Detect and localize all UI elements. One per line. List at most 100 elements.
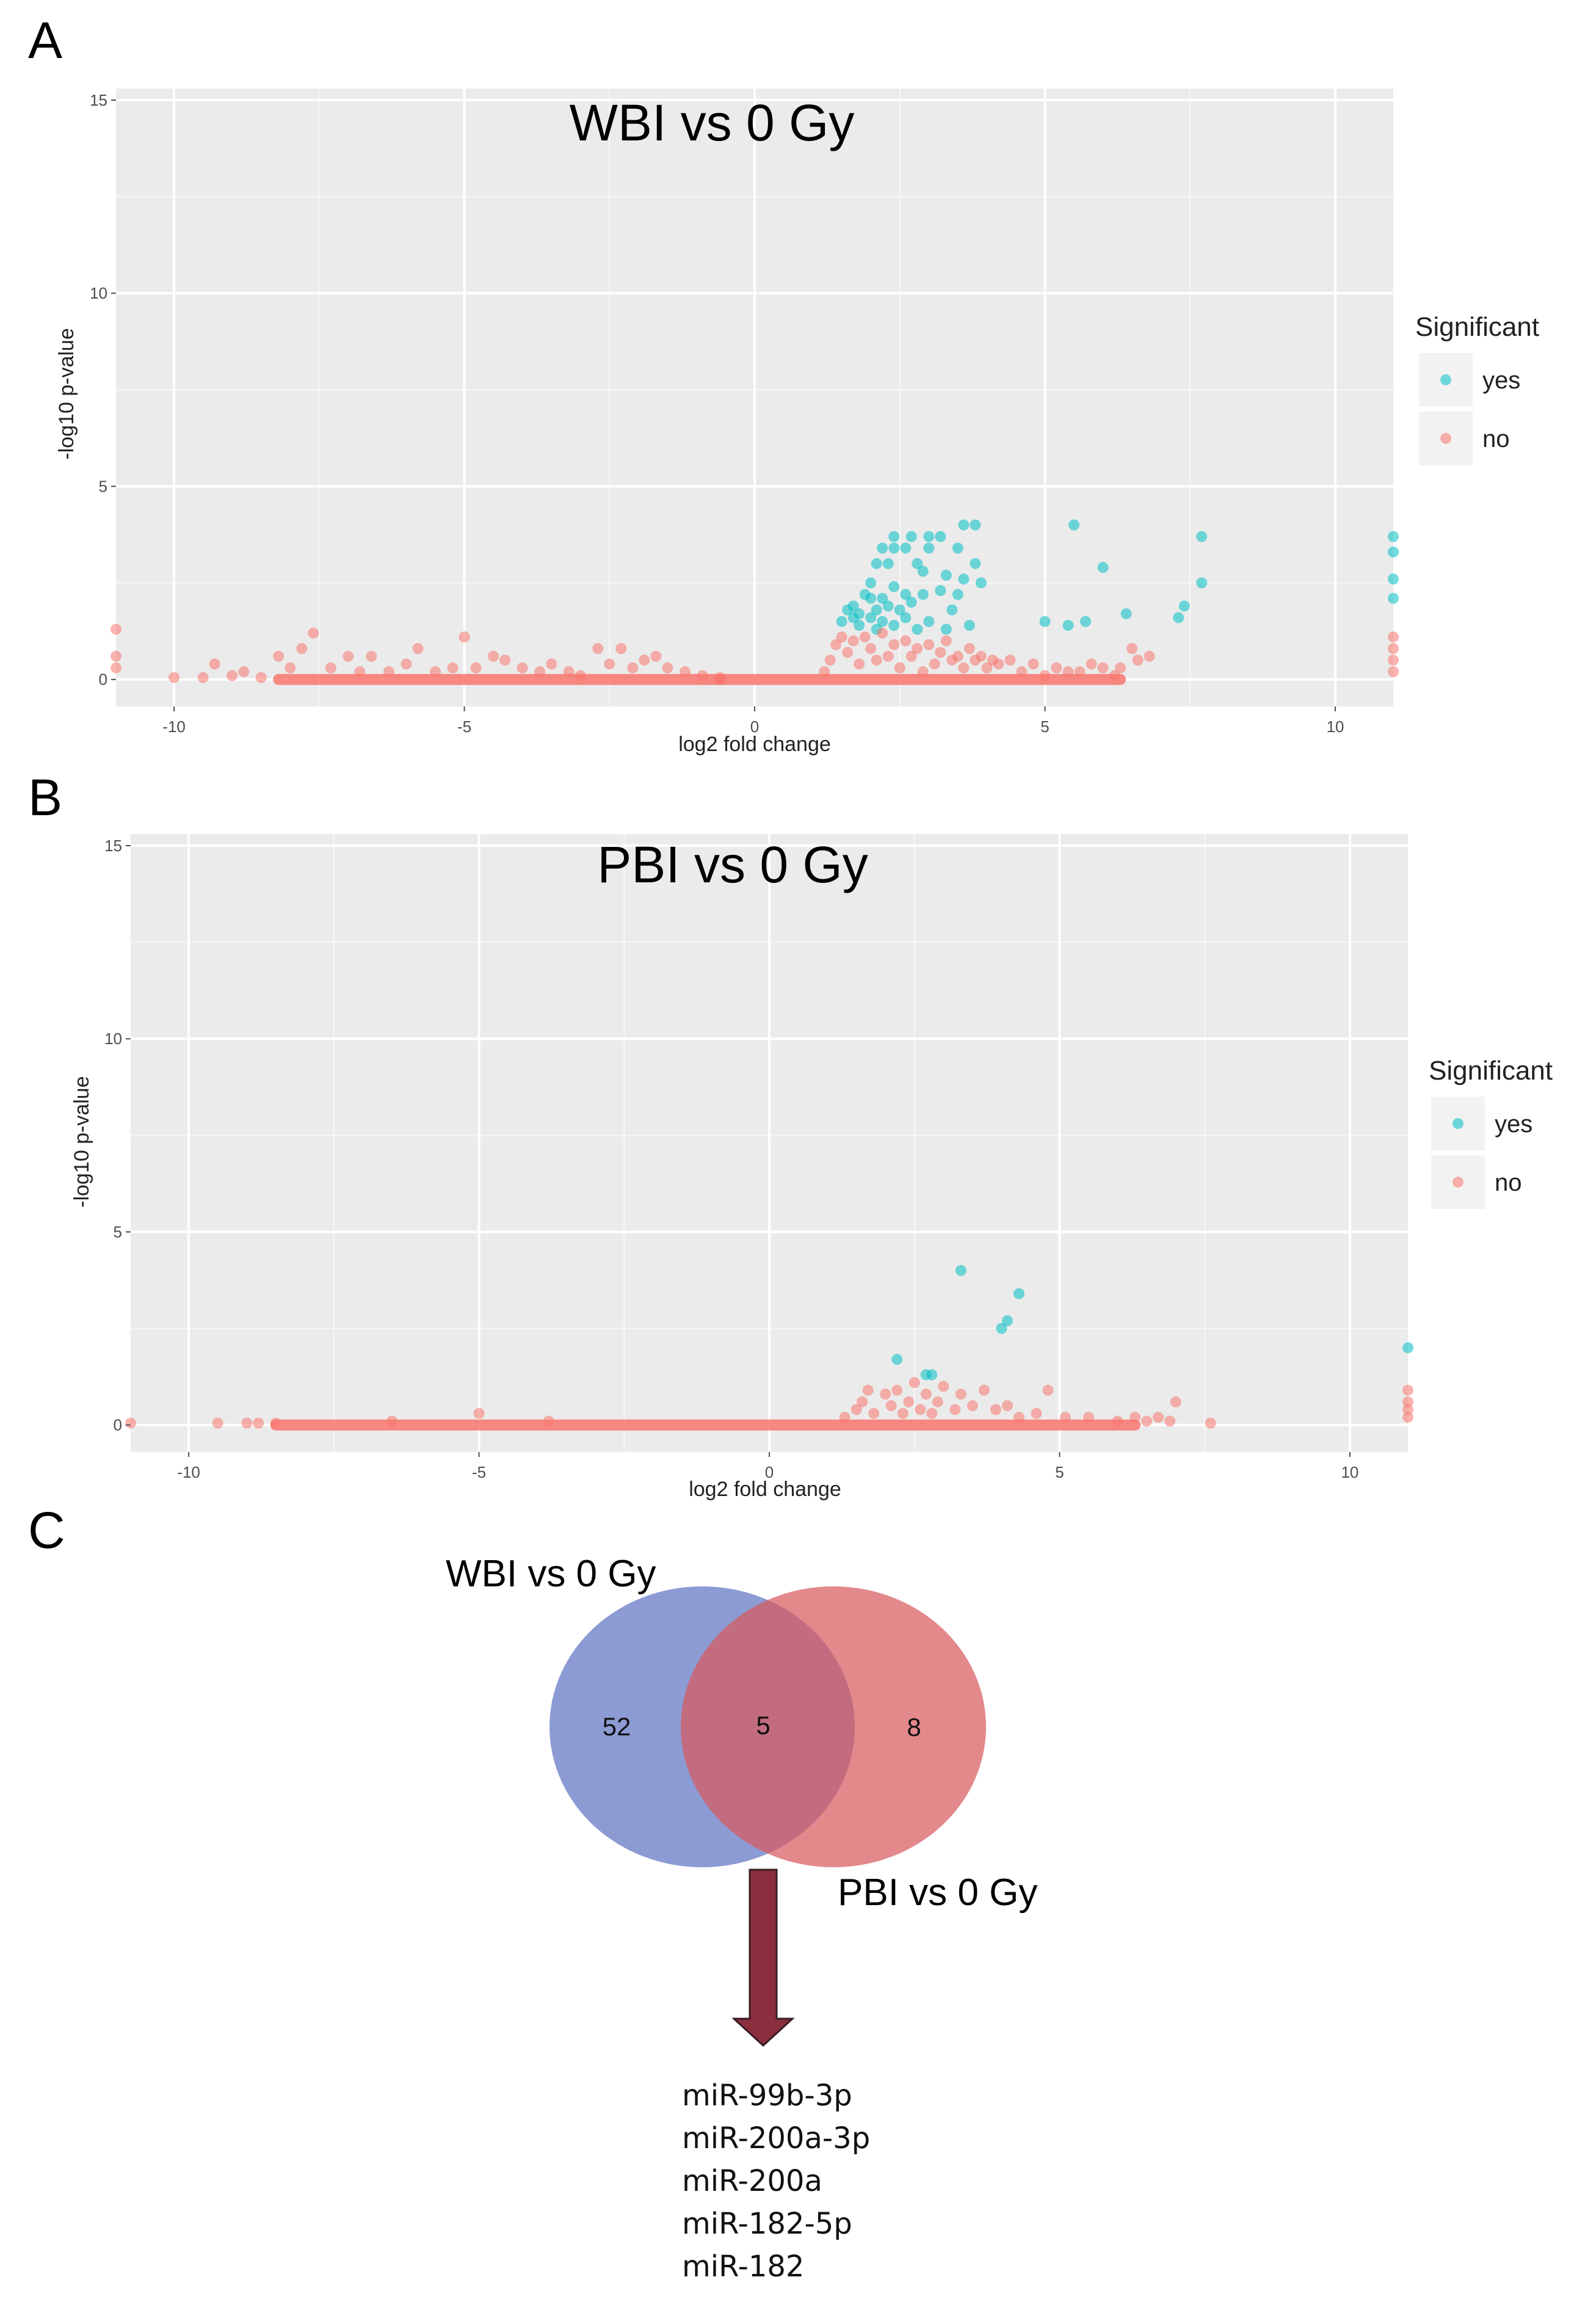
data-point-no: [1170, 1396, 1181, 1407]
data-point-no: [1402, 1404, 1413, 1415]
data-point-no: [111, 650, 122, 662]
legend-title-a: Significant: [1415, 312, 1539, 342]
data-point-no: [1388, 666, 1399, 678]
data-point-no: [238, 666, 250, 678]
data-point-no: [888, 639, 900, 650]
data-point-no: [412, 643, 424, 655]
data-point-no: [940, 635, 952, 647]
data-point-no: [990, 1404, 1001, 1415]
data-point-yes: [926, 1369, 938, 1381]
data-point-no: [111, 623, 122, 635]
data-point-no: [386, 1415, 397, 1427]
data-point-no: [650, 650, 662, 662]
data-point-yes: [923, 615, 935, 627]
data-point-no: [604, 658, 615, 670]
data-point-yes: [952, 589, 963, 600]
data-point-no: [1402, 1412, 1413, 1423]
data-point-yes: [963, 620, 975, 631]
data-point-no: [253, 1417, 264, 1429]
data-point-no: [967, 1400, 978, 1412]
data-point-no: [1153, 1412, 1164, 1423]
legend-label-no-a: no: [1482, 426, 1510, 452]
data-point-yes: [1080, 615, 1092, 627]
x-tick-label: 10: [1341, 1463, 1358, 1481]
data-point-no: [1388, 631, 1399, 643]
data-point-no: [912, 643, 923, 655]
data-point-no: [1083, 1412, 1094, 1423]
mirna-item: miR-99b-3p: [682, 2079, 852, 2113]
data-point-yes: [888, 531, 900, 542]
x-tick-label: -5: [457, 717, 471, 736]
data-point-yes: [882, 557, 894, 569]
data-point-no: [615, 643, 627, 655]
data-point-yes: [891, 1354, 903, 1365]
data-point-no: [1164, 1415, 1176, 1427]
data-point-yes: [975, 577, 987, 589]
data-point-no: [1115, 662, 1126, 674]
data-point-yes: [952, 542, 963, 554]
data-point-yes: [1068, 519, 1079, 531]
data-point-no: [366, 650, 377, 662]
data-point-yes: [894, 604, 905, 615]
data-point-no: [1042, 1384, 1054, 1396]
data-point-no: [932, 1396, 943, 1407]
data-point-no: [296, 643, 308, 655]
legend-b: Significant yes no: [1429, 1056, 1553, 1209]
volcano-plot-wbi: -10 -5 0 5 10 0 5 10 15 WBI vs 0 Gy log2 fold ch…: [55, 89, 1539, 756]
data-point-yes: [877, 592, 888, 604]
data-point-no: [430, 666, 441, 678]
venn-label-wbi: WBI vs 0 Gy: [446, 1553, 656, 1595]
data-point-yes: [970, 557, 981, 569]
data-point-yes: [1062, 620, 1074, 631]
data-point-no: [1126, 643, 1138, 655]
y-tick-label: 5: [99, 477, 107, 495]
data-point-yes: [871, 604, 882, 615]
legend-label-yes-b: yes: [1495, 1111, 1533, 1138]
data-point-yes: [923, 542, 935, 554]
x-axis-title-b: log2 fold change: [689, 1478, 841, 1501]
data-point-no: [1031, 1407, 1042, 1419]
data-point-yes: [1388, 573, 1399, 585]
data-point-yes: [1388, 592, 1399, 604]
data-point-no: [227, 670, 238, 681]
data-point-no: [905, 650, 917, 662]
data-point-no: [836, 631, 847, 643]
data-point-no: [885, 1400, 897, 1412]
y-tick-label: 15: [104, 837, 122, 855]
venn-count-overlap: 5: [756, 1711, 770, 1740]
data-point-no: [862, 1384, 874, 1396]
data-point-yes: [958, 519, 970, 531]
data-point-no: [383, 666, 394, 678]
data-point-no: [517, 662, 528, 674]
data-point-no: [209, 658, 220, 670]
data-point-no: [857, 1396, 868, 1407]
data-point-no: [920, 1389, 932, 1400]
data-point-no: [212, 1417, 223, 1429]
data-point-no: [270, 1417, 281, 1429]
data-point-no: [847, 635, 859, 647]
data-point-no: [255, 672, 267, 683]
data-point-no: [241, 1417, 253, 1429]
data-point-yes: [1388, 547, 1399, 557]
data-point-yes: [1097, 562, 1109, 573]
y-tick-label: 15: [90, 91, 107, 109]
data-point-no: [938, 1381, 949, 1392]
data-point-no: [842, 647, 854, 658]
data-point-no: [1205, 1417, 1216, 1429]
data-point-no: [851, 1404, 862, 1415]
data-point-yes: [970, 519, 981, 531]
data-point-no: [401, 658, 412, 670]
data-point-no: [868, 1407, 880, 1419]
data-point-no: [981, 662, 993, 674]
data-point-no: [534, 666, 546, 678]
data-point-no: [952, 650, 963, 662]
y-tick-label: 0: [99, 670, 107, 689]
data-point-no: [880, 1389, 891, 1400]
data-point-no: [871, 655, 882, 666]
x-tick-label: 10: [1326, 717, 1344, 736]
data-point-no: [499, 655, 511, 666]
data-point-yes: [1001, 1315, 1013, 1326]
data-point-no: [859, 631, 871, 643]
data-point-no: [929, 658, 940, 670]
mirna-item: miR-182: [682, 2250, 804, 2284]
